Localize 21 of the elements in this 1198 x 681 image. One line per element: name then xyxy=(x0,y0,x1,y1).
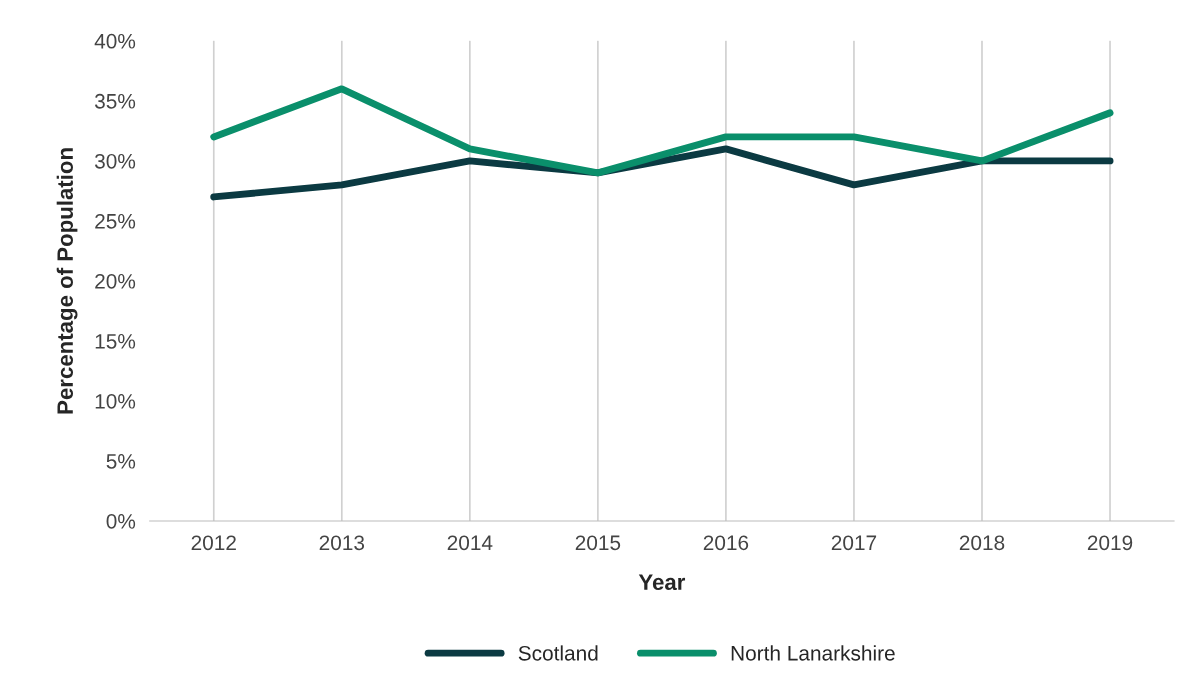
x-tick-label: 2014 xyxy=(447,535,493,551)
x-tick-label: 2017 xyxy=(831,535,877,551)
x-tick-label: 2016 xyxy=(703,535,749,551)
y-tick-label: 15% xyxy=(95,334,136,349)
y-tick-label: 0% xyxy=(106,513,136,529)
x-tick-label: 2018 xyxy=(959,535,1005,551)
x-tick-label: 2013 xyxy=(319,535,365,551)
y-tick-label: 20% xyxy=(95,273,136,289)
x-tick-label: 2015 xyxy=(575,535,621,551)
y-tick-label: 10% xyxy=(95,393,136,409)
x-tick-label: 2019 xyxy=(1087,535,1133,551)
y-axis-title: Percentage of Population xyxy=(56,148,78,414)
y-tick-label: 5% xyxy=(106,454,136,469)
x-axis-title: Year xyxy=(638,574,686,591)
legend-label: Scotland xyxy=(518,645,598,661)
y-tick-label: 40% xyxy=(94,33,136,49)
y-tick-label: 30% xyxy=(94,153,136,169)
legend-label: North Lanarkshire xyxy=(731,645,895,661)
y-tick-label: 25% xyxy=(95,213,136,229)
x-tick-label: 2012 xyxy=(191,535,236,551)
y-tick-label: 35% xyxy=(94,93,136,109)
